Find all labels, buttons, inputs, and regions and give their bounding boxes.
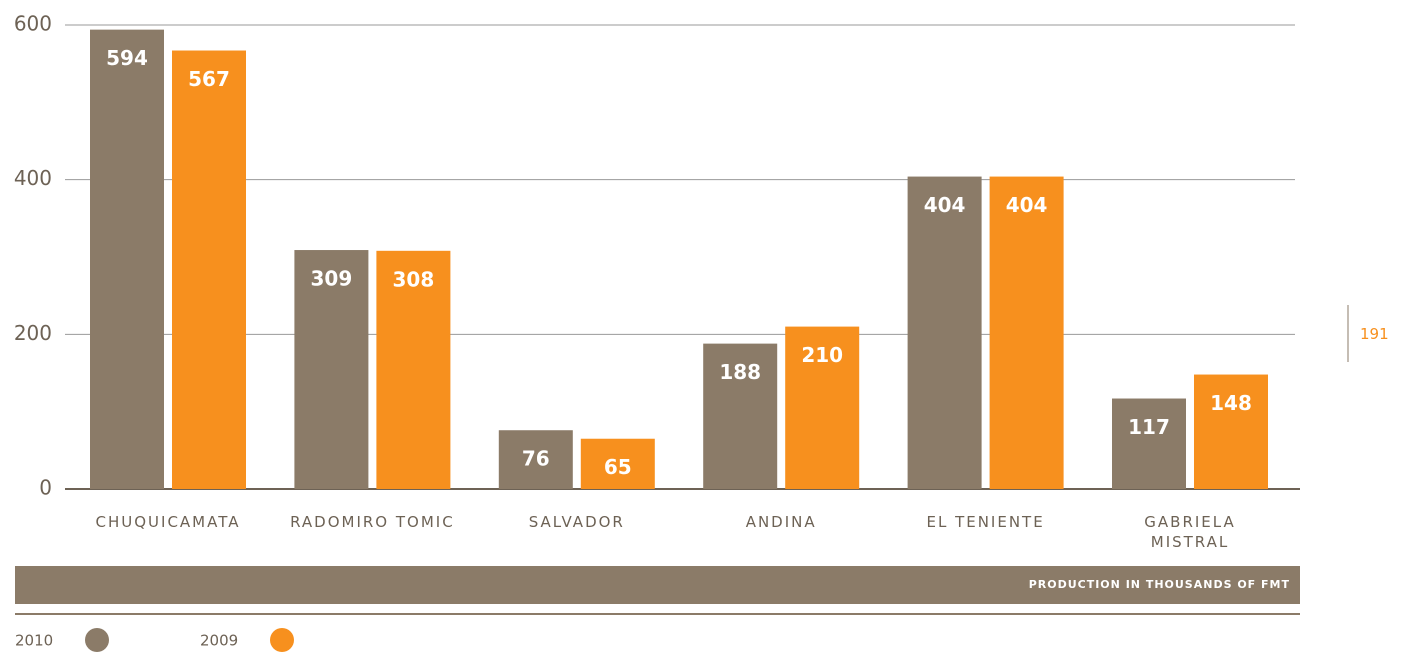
bar: [785, 326, 860, 489]
x-tick-label: ANDINA: [745, 513, 817, 531]
bar: [989, 176, 1064, 489]
x-label-band: PRODUCTION IN THOUSANDS OF FMT: [15, 566, 1300, 604]
value-label: 404: [924, 193, 966, 217]
bar: [376, 250, 451, 489]
value-label: 309: [311, 267, 353, 291]
legend-swatch: [270, 628, 294, 652]
value-label: 210: [801, 343, 843, 367]
y-tick-label: 200: [14, 321, 52, 345]
legend-label: 2009: [200, 632, 238, 650]
x-tick-label: CHUQUICAMATA: [95, 513, 241, 531]
value-label: 117: [1128, 415, 1170, 439]
bar: [172, 50, 246, 490]
y-tick-label: 0: [39, 476, 52, 500]
x-tick-label: EL TENIENTE: [926, 513, 1045, 531]
x-tick-label: RADOMIRO TOMIC: [290, 513, 455, 531]
value-label: 76: [522, 447, 550, 471]
bar: [498, 430, 573, 489]
value-label: 567: [188, 67, 230, 91]
x-label: PRODUCTION IN THOUSANDS OF FMT: [1028, 578, 1290, 591]
bar: [294, 250, 369, 489]
x-tick-label: SALVADOR: [528, 513, 625, 531]
bar: [1194, 374, 1268, 489]
bar: [90, 29, 164, 489]
legend-label: 2010: [15, 632, 53, 650]
value-label: 308: [393, 267, 435, 291]
bar: [580, 438, 655, 489]
y-tick-label: 600: [14, 12, 52, 36]
x-tick-label: GABRIELA MISTRAL: [1144, 513, 1236, 551]
legend-swatch: [85, 628, 109, 652]
bar: [703, 343, 778, 489]
page-number: 191: [1360, 325, 1389, 343]
bar: [907, 176, 982, 489]
y-tick-label: 400: [14, 166, 52, 190]
value-label: 594: [106, 46, 148, 70]
bar: [1112, 398, 1186, 489]
value-label: 65: [604, 455, 632, 479]
value-label: 188: [719, 360, 761, 384]
value-label: 148: [1210, 391, 1252, 415]
value-label: 404: [1006, 193, 1048, 217]
